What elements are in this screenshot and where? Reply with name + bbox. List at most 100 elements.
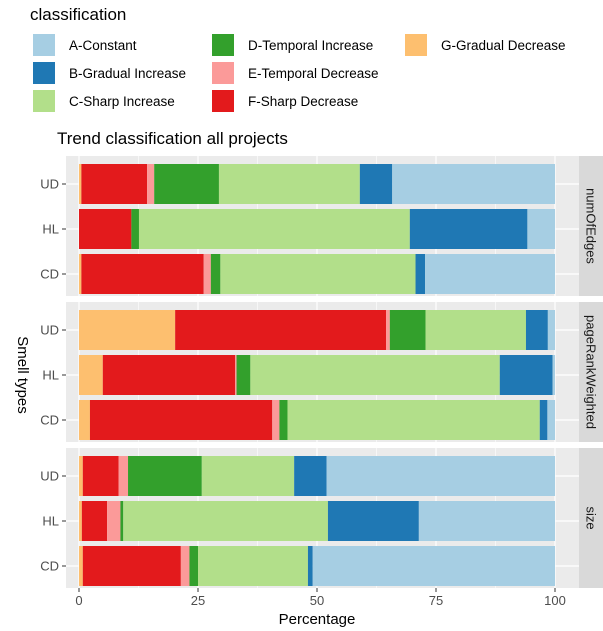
- y-tick-label: UD: [40, 323, 59, 338]
- legend-swatch-C: [33, 90, 55, 112]
- bar-segment-numOfEdges-UD-D: [154, 164, 219, 204]
- x-tick-label: 100: [544, 593, 566, 608]
- bar-segment-pageRankWeighted-CD-D: [279, 400, 288, 440]
- bar-segment-pageRankWeighted-UD-B: [525, 310, 548, 350]
- bar-segment-size-HL-E: [107, 501, 121, 541]
- x-tick-label: 50: [310, 593, 324, 608]
- legend-title: classification: [30, 5, 126, 24]
- panel-size: UD HL CD size: [40, 448, 603, 588]
- bar-segment-numOfEdges-CD-D: [210, 254, 221, 294]
- x-axis: 0 25 50 75 100: [75, 588, 566, 608]
- bar-segment-size-HL-F: [81, 501, 108, 541]
- y-tick-label: HL: [42, 514, 59, 529]
- legend-label-D: D-Temporal Increase: [248, 38, 373, 53]
- bar-segment-numOfEdges-UD-G: [79, 164, 82, 204]
- bar-segment-pageRankWeighted-HL-C: [250, 355, 500, 395]
- bar-segment-size-UD-E: [118, 456, 129, 496]
- bar-segment-size-UD-B: [294, 456, 327, 496]
- legend-label-C: C-Sharp Increase: [69, 94, 175, 109]
- bar-segment-pageRankWeighted-HL-E: [235, 355, 237, 395]
- bar-segment-numOfEdges-CD-C: [220, 254, 416, 294]
- facet-strip: [579, 156, 603, 296]
- bar-segment-size-CD-F: [82, 546, 181, 586]
- bar-segment-numOfEdges-HL-D: [131, 209, 139, 249]
- bar-segment-size-CD-D: [189, 546, 198, 586]
- legend-items: A-Constant B-Gradual Increase C-Sharp Incr…: [33, 34, 566, 112]
- bar-segment-pageRankWeighted-CD-B: [539, 400, 548, 440]
- legend-swatch-F: [212, 90, 234, 112]
- facet-strip-label: size: [584, 506, 599, 529]
- y-tick-label: HL: [42, 368, 59, 383]
- bar-segment-size-HL-G: [79, 501, 82, 541]
- bar-segment-size-HL-A: [418, 501, 555, 541]
- bar-segment-numOfEdges-CD-A: [425, 254, 555, 294]
- legend-label-F: F-Sharp Decrease: [248, 94, 358, 109]
- bar-segment-size-CD-C: [198, 546, 308, 586]
- bar-segment-numOfEdges-HL-B: [409, 209, 528, 249]
- bar-segment-pageRankWeighted-UD-A: [547, 310, 555, 350]
- facet-strip-label: numOfEdges: [584, 188, 599, 264]
- bar-segment-numOfEdges-UD-F: [81, 164, 148, 204]
- panel-pageRankWeighted: UD HL CD pageRankWeighted: [40, 302, 603, 442]
- bar-segment-pageRankWeighted-CD-C: [287, 400, 540, 440]
- bar-segment-size-CD-A: [312, 546, 555, 586]
- y-tick-label: CD: [40, 413, 59, 428]
- panel-numOfEdges: UD HL CD numOfEdges: [40, 156, 603, 296]
- bar-segment-size-HL-C: [123, 501, 328, 541]
- bar-segment-numOfEdges-CD-E: [203, 254, 211, 294]
- bar-segment-pageRankWeighted-UD-F: [175, 310, 387, 350]
- bar-segment-pageRankWeighted-HL-A: [552, 355, 555, 395]
- legend-label-E: E-Temporal Decrease: [248, 66, 379, 81]
- y-tick-label: CD: [40, 559, 59, 574]
- bar-segment-size-UD-G: [79, 456, 83, 496]
- legend-label-A: A-Constant: [69, 38, 137, 53]
- y-tick-label: UD: [40, 469, 59, 484]
- facet-strip: [579, 302, 603, 442]
- chart-title: Trend classification all projects: [57, 129, 288, 148]
- legend-swatch-G: [405, 34, 427, 56]
- bar-segment-size-HL-D: [120, 501, 124, 541]
- bar-segment-pageRankWeighted-HL-F: [102, 355, 236, 395]
- bar-segment-numOfEdges-CD-G: [79, 254, 82, 294]
- legend-swatch-A: [33, 34, 55, 56]
- bar-segment-pageRankWeighted-HL-D: [236, 355, 251, 395]
- bar-segment-size-CD-G: [79, 546, 83, 586]
- bar-segment-pageRankWeighted-HL-G: [79, 355, 103, 395]
- y-axis-label: Smell types: [14, 336, 31, 414]
- x-tick-label: 75: [429, 593, 443, 608]
- legend-swatch-B: [33, 62, 55, 84]
- bar-segment-numOfEdges-UD-A: [392, 164, 555, 204]
- bar-segment-pageRankWeighted-UD-E: [386, 310, 390, 350]
- bar-segment-size-UD-A: [326, 456, 555, 496]
- bar-segment-size-CD-E: [180, 546, 190, 586]
- bar-segment-pageRankWeighted-UD-G: [79, 310, 176, 350]
- bar-segment-size-UD-F: [82, 456, 119, 496]
- y-tick-label: HL: [42, 222, 59, 237]
- bar-segment-numOfEdges-UD-B: [359, 164, 393, 204]
- bar-segment-size-UD-D: [128, 456, 202, 496]
- bar-segment-size-UD-C: [201, 456, 295, 496]
- bar-segment-numOfEdges-CD-F: [81, 254, 204, 294]
- bar-segment-numOfEdges-UD-C: [218, 164, 360, 204]
- legend-swatch-D: [212, 34, 234, 56]
- bar-segment-numOfEdges-HL-A: [527, 209, 555, 249]
- x-tick-label: 25: [191, 593, 205, 608]
- legend-swatch-E: [212, 62, 234, 84]
- y-tick-label: CD: [40, 267, 59, 282]
- bar-segment-size-HL-B: [327, 501, 419, 541]
- legend: classification A-Constant B-Gradual Incre…: [30, 5, 566, 112]
- x-tick-label: 0: [75, 593, 82, 608]
- bar-segment-numOfEdges-CD-B: [415, 254, 426, 294]
- bar-segment-pageRankWeighted-UD-C: [425, 310, 526, 350]
- bar-segment-size-CD-B: [307, 546, 313, 586]
- legend-label-G: G-Gradual Decrease: [441, 38, 566, 53]
- bar-segment-numOfEdges-HL-C: [138, 209, 410, 249]
- facet-strip: [579, 448, 603, 588]
- bar-segment-pageRankWeighted-CD-A: [547, 400, 555, 440]
- bar-segment-pageRankWeighted-CD-G: [79, 400, 90, 440]
- facet-strip-label: pageRankWeighted: [584, 315, 599, 429]
- bar-segment-pageRankWeighted-CD-F: [89, 400, 273, 440]
- bar-segment-pageRankWeighted-UD-D: [389, 310, 426, 350]
- y-tick-label: UD: [40, 177, 59, 192]
